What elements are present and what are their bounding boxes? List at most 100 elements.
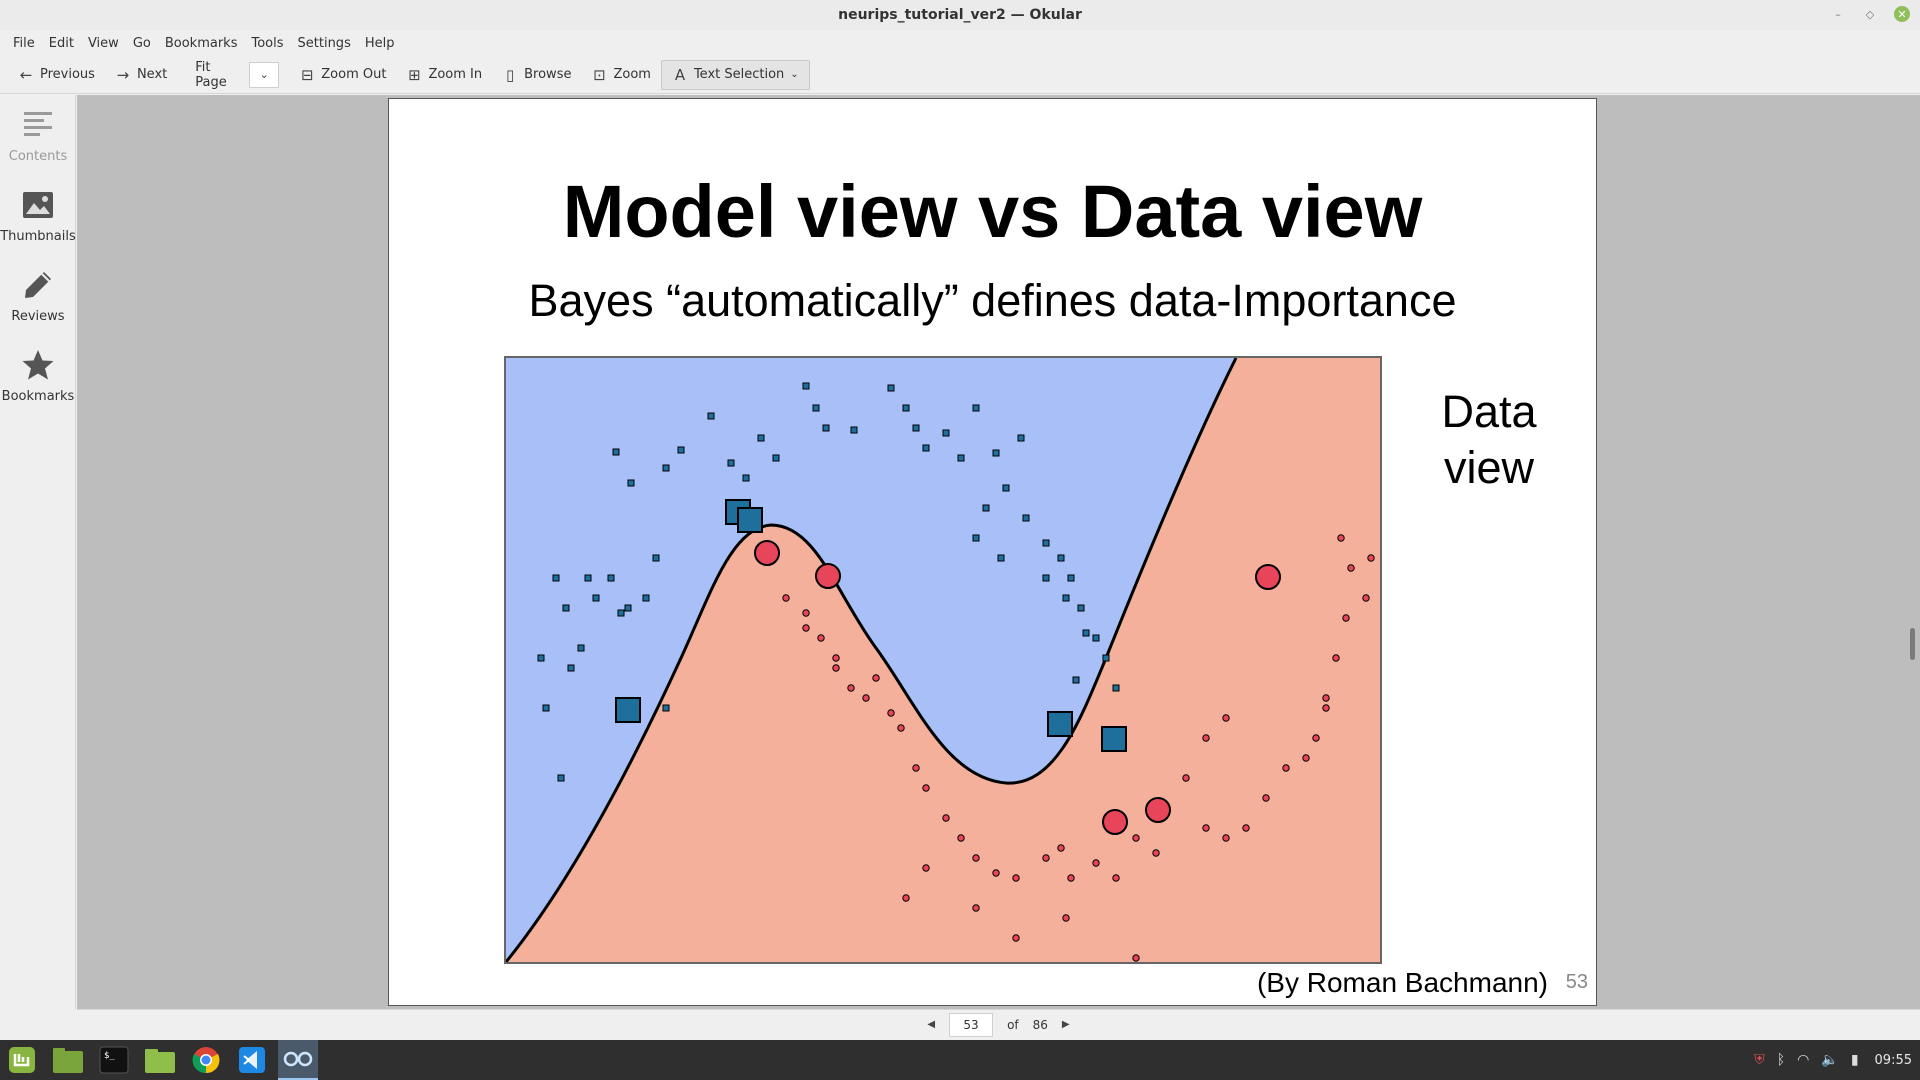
mint-menu-icon[interactable] [2, 1040, 42, 1080]
folder-icon[interactable] [140, 1040, 180, 1080]
red-point [847, 684, 855, 692]
clock[interactable]: 09:55 [1874, 1052, 1912, 1068]
red-point [1132, 834, 1140, 842]
menu-tools[interactable]: Tools [251, 35, 284, 51]
okular-icon[interactable] [278, 1040, 318, 1080]
red-point [1092, 859, 1100, 867]
blue-point [1092, 634, 1100, 642]
sidebar-item-bookmarks[interactable]: Bookmarks [0, 335, 76, 415]
red-point [1347, 564, 1355, 572]
chrome-icon[interactable] [186, 1040, 226, 1080]
blue-point [822, 424, 830, 432]
menu-settings[interactable]: Settings [297, 35, 351, 51]
page-of-label: of [1007, 1017, 1019, 1032]
menu-help[interactable]: Help [364, 35, 395, 51]
blue-point [922, 444, 930, 452]
blue-point [642, 594, 650, 602]
zoom-tool-label: Zoom [613, 67, 651, 82]
zoom-combobox[interactable]: Fit Page ⌄ [187, 59, 280, 90]
vertical-scrollbar[interactable] [1910, 628, 1915, 660]
menu-edit[interactable]: Edit [48, 35, 74, 51]
zoom-out-button[interactable]: ⊟ Zoom Out [289, 60, 396, 90]
blue-point [1077, 604, 1085, 612]
red-point [992, 869, 1000, 877]
browse-label: Browse [524, 67, 572, 82]
zoom-in-button[interactable]: ⊞ Zoom In [396, 60, 492, 90]
red-point [1302, 754, 1310, 762]
red-point [1012, 874, 1020, 882]
maximize-icon[interactable]: ◇ [1865, 7, 1875, 21]
data-view-line2: view [1443, 442, 1535, 493]
previous-page-icon[interactable]: ◀ [927, 1019, 936, 1030]
red-point [1042, 854, 1050, 862]
volume-icon[interactable]: 🔈 [1821, 1052, 1839, 1068]
blue-point [727, 459, 735, 467]
window-title: neurips_tutorial_ver2 — Okular [838, 7, 1082, 23]
previous-button[interactable]: ← Previous [8, 60, 105, 90]
next-page-icon[interactable]: ▶ [1061, 1019, 1070, 1030]
vscode-icon[interactable] [232, 1040, 272, 1080]
blue-point [567, 664, 575, 672]
blue-point [542, 704, 550, 712]
blue-point [887, 384, 895, 392]
blue-point [577, 644, 585, 652]
blue-point [912, 424, 920, 432]
zoom-tool-button[interactable]: ⊡ Zoom [581, 60, 660, 90]
blue-point [1042, 574, 1050, 582]
blue-point [972, 404, 980, 412]
sidebar-item-contents[interactable]: Contents [0, 95, 76, 175]
blue-point [972, 534, 980, 542]
red-point [1362, 594, 1370, 602]
chevron-down-icon[interactable]: ⌄ [249, 61, 280, 88]
red-point [872, 674, 880, 682]
files-icon[interactable] [48, 1040, 88, 1080]
zoom-tool-icon: ⊡ [593, 65, 606, 84]
red-point [887, 709, 895, 717]
blue-point [1062, 594, 1070, 602]
red-point [1242, 824, 1250, 832]
document-view[interactable]: Model view vs Data view Bayes “automatic… [77, 95, 1920, 1009]
close-icon[interactable]: ✕ [1894, 6, 1910, 22]
battery-icon[interactable]: ▮ [1850, 1052, 1859, 1068]
blue-point [607, 574, 615, 582]
bluetooth-icon[interactable]: ᛒ [1776, 1052, 1786, 1068]
blue-point [902, 404, 910, 412]
pencil-icon [20, 267, 56, 303]
blue-point [757, 434, 765, 442]
data-view-line1: Data [1441, 386, 1537, 437]
window-controls: – ◇ ✕ [1830, 6, 1910, 22]
terminal-icon[interactable]: $_ [94, 1040, 134, 1080]
blue-point [812, 404, 820, 412]
sidebar-item-thumbnails[interactable]: Thumbnails [0, 175, 76, 255]
shield-icon[interactable]: ⛨ [1754, 1052, 1765, 1068]
sidebar-item-reviews[interactable]: Reviews [0, 255, 76, 335]
zoom-out-label: Zoom Out [321, 67, 387, 82]
menu-view[interactable]: View [87, 35, 119, 51]
text-selection-button[interactable]: A Text Selection ⌄ [660, 59, 810, 90]
wifi-icon[interactable]: ◠ [1797, 1052, 1810, 1068]
red-point [897, 724, 905, 732]
red-point [832, 654, 840, 662]
menu-go[interactable]: Go [132, 35, 151, 51]
menu-bar: File Edit View Go Bookmarks Tools Settin… [0, 30, 1920, 56]
page-number-input[interactable]: 53 [949, 1012, 994, 1037]
blue-point [957, 454, 965, 462]
next-label: Next [136, 67, 168, 82]
menu-bookmarks[interactable]: Bookmarks [164, 35, 238, 51]
data-view-label: Data view [1409, 384, 1569, 496]
red-point [1322, 694, 1330, 702]
red-point [1262, 794, 1270, 802]
next-button[interactable]: → Next [105, 60, 177, 90]
red-points [782, 534, 1375, 962]
mouse-icon: ▯ [505, 65, 515, 84]
minimize-icon[interactable]: – [1835, 7, 1841, 21]
menu-file[interactable]: File [13, 35, 35, 51]
blue-point [1112, 684, 1120, 692]
browse-button[interactable]: ▯ Browse [492, 60, 581, 90]
blue-point [662, 704, 670, 712]
blue-point [992, 449, 1000, 457]
blue-point [772, 454, 780, 462]
sidebar-item-label: Reviews [11, 308, 65, 324]
red-point [802, 609, 810, 617]
blue-point [592, 594, 600, 602]
